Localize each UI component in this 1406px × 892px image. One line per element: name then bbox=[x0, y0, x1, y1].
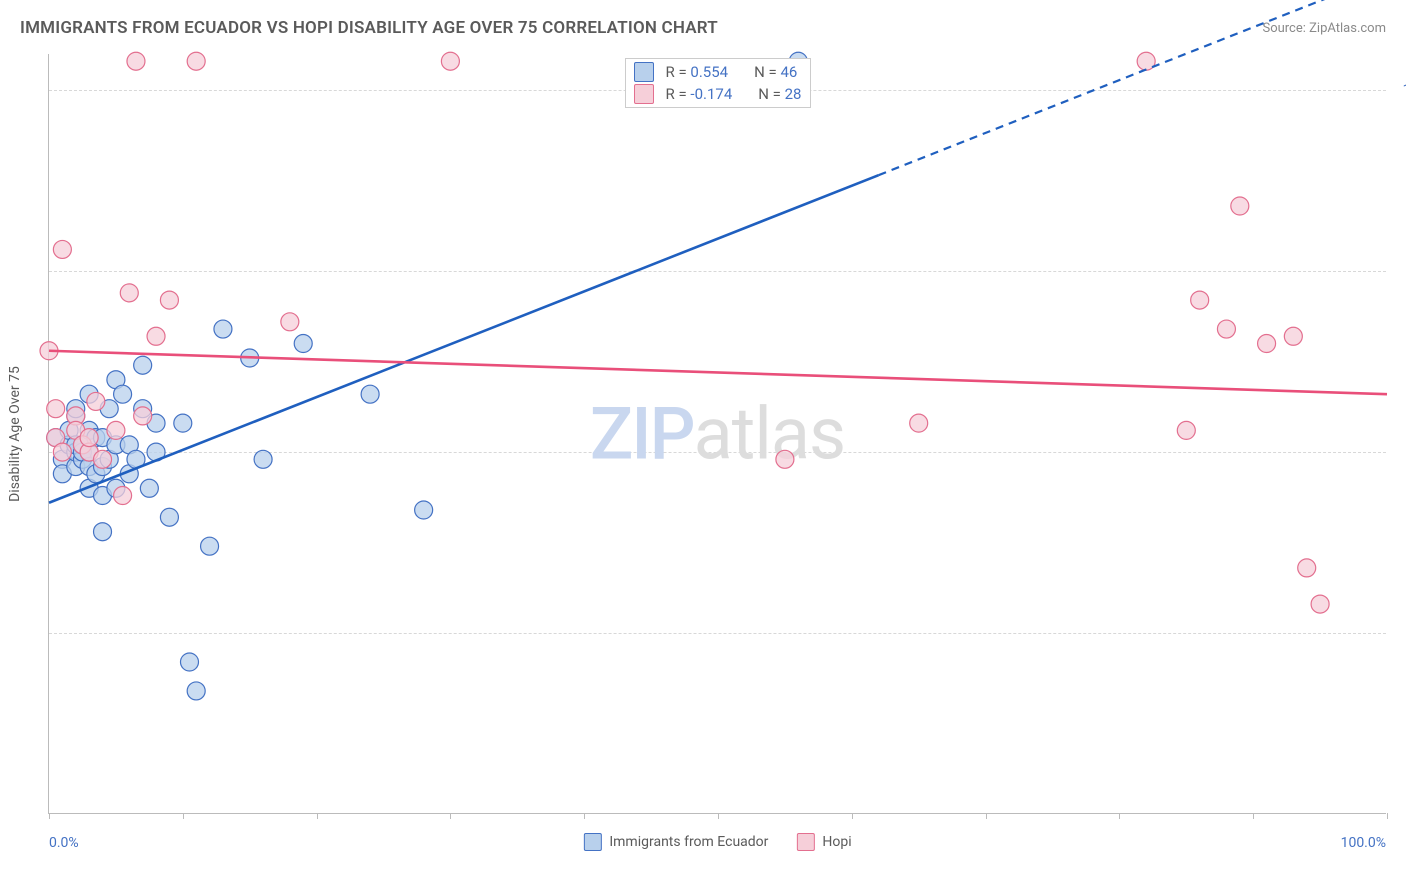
scatter-point-series-0 bbox=[254, 450, 272, 468]
x-axis-max-label: 100.0% bbox=[1341, 835, 1386, 851]
scatter-point-series-1 bbox=[1191, 291, 1209, 309]
legend-label-0: Immigrants from Ecuador bbox=[609, 834, 768, 850]
correlation-legend-box: R = 0.554 N = 46 R = -0.174 N = 28 bbox=[625, 58, 811, 108]
x-tick-mark bbox=[183, 813, 184, 819]
chart-plot-area: Disability Age Over 75 25.0%50.0%75.0%10… bbox=[48, 54, 1386, 814]
legend-swatch-1 bbox=[796, 833, 814, 851]
y-tick-label: 50.0% bbox=[1392, 444, 1406, 460]
x-tick-mark bbox=[584, 813, 585, 819]
scatter-point-series-0 bbox=[294, 335, 312, 353]
x-axis-min-label: 0.0% bbox=[49, 835, 79, 851]
scatter-plot-svg bbox=[49, 54, 1386, 813]
x-tick-mark bbox=[1387, 813, 1388, 819]
source-attribution: Source: ZipAtlas.com bbox=[1262, 21, 1386, 36]
header-row: IMMIGRANTS FROM ECUADOR VS HOPI DISABILI… bbox=[20, 18, 1386, 38]
scatter-point-series-1 bbox=[127, 52, 145, 70]
y-tick-label: 75.0% bbox=[1392, 263, 1406, 279]
scatter-point-series-1 bbox=[910, 414, 928, 432]
legend-item-1: Hopi bbox=[796, 833, 851, 851]
scatter-point-series-0 bbox=[361, 385, 379, 403]
scatter-point-series-0 bbox=[134, 356, 152, 374]
correlation-legend-row-0: R = 0.554 N = 46 bbox=[634, 61, 802, 83]
scatter-point-series-1 bbox=[94, 450, 112, 468]
scatter-point-series-1 bbox=[53, 240, 71, 258]
r-value-0: 0.554 bbox=[690, 63, 728, 81]
chart-title: IMMIGRANTS FROM ECUADOR VS HOPI DISABILI… bbox=[20, 18, 718, 38]
series-legend: Immigrants from Ecuador Hopi bbox=[583, 833, 851, 851]
y-tick-label: 25.0% bbox=[1392, 625, 1406, 641]
x-tick-mark bbox=[718, 813, 719, 819]
x-tick-mark bbox=[1253, 813, 1254, 819]
n-label: N = 46 bbox=[738, 63, 797, 81]
scatter-point-series-0 bbox=[187, 682, 205, 700]
scatter-point-series-1 bbox=[1311, 595, 1329, 613]
scatter-point-series-1 bbox=[1284, 327, 1302, 345]
x-tick-mark bbox=[49, 813, 50, 819]
x-tick-mark bbox=[450, 813, 451, 819]
scatter-point-series-1 bbox=[107, 421, 125, 439]
y-axis-title: Disability Age Over 75 bbox=[7, 366, 23, 502]
legend-swatch-series-0 bbox=[634, 62, 654, 82]
scatter-point-series-1 bbox=[134, 407, 152, 425]
scatter-point-series-1 bbox=[120, 284, 138, 302]
correlation-legend-row-1: R = -0.174 N = 28 bbox=[634, 83, 802, 105]
scatter-point-series-0 bbox=[160, 508, 178, 526]
x-tick-mark bbox=[852, 813, 853, 819]
scatter-point-series-1 bbox=[114, 487, 132, 505]
r-label: R = 0.554 bbox=[664, 63, 729, 81]
n-label: N = 28 bbox=[742, 85, 801, 103]
scatter-point-series-1 bbox=[1258, 335, 1276, 353]
scatter-point-series-0 bbox=[180, 653, 198, 671]
scatter-point-series-1 bbox=[1217, 320, 1235, 338]
trend-line-series-0 bbox=[49, 175, 879, 503]
scatter-point-series-0 bbox=[214, 320, 232, 338]
scatter-point-series-1 bbox=[47, 400, 65, 418]
n-value-1: 28 bbox=[785, 85, 802, 103]
scatter-point-series-1 bbox=[53, 443, 71, 461]
scatter-point-series-1 bbox=[441, 52, 459, 70]
legend-swatch-0 bbox=[583, 833, 601, 851]
r-label: R = -0.174 bbox=[664, 85, 733, 103]
scatter-point-series-1 bbox=[776, 450, 794, 468]
n-value-0: 46 bbox=[780, 63, 797, 81]
scatter-point-series-0 bbox=[140, 479, 158, 497]
scatter-point-series-0 bbox=[174, 414, 192, 432]
legend-swatch-series-1 bbox=[634, 84, 654, 104]
scatter-point-series-0 bbox=[201, 537, 219, 555]
scatter-point-series-1 bbox=[1177, 421, 1195, 439]
x-tick-mark bbox=[1119, 813, 1120, 819]
r-value-1: -0.174 bbox=[690, 85, 732, 103]
scatter-point-series-1 bbox=[1298, 559, 1316, 577]
trend-line-series-1 bbox=[49, 351, 1387, 394]
y-tick-label: 100.0% bbox=[1392, 82, 1406, 98]
scatter-point-series-1 bbox=[187, 52, 205, 70]
scatter-point-series-1 bbox=[147, 327, 165, 345]
x-tick-mark bbox=[317, 813, 318, 819]
scatter-point-series-0 bbox=[415, 501, 433, 519]
x-tick-mark bbox=[986, 813, 987, 819]
scatter-point-series-1 bbox=[281, 313, 299, 331]
scatter-point-series-1 bbox=[1231, 197, 1249, 215]
legend-label-1: Hopi bbox=[822, 834, 851, 850]
legend-item-0: Immigrants from Ecuador bbox=[583, 833, 768, 851]
scatter-point-series-1 bbox=[87, 392, 105, 410]
scatter-point-series-1 bbox=[80, 429, 98, 447]
scatter-point-series-0 bbox=[94, 523, 112, 541]
scatter-point-series-0 bbox=[114, 385, 132, 403]
scatter-point-series-1 bbox=[160, 291, 178, 309]
